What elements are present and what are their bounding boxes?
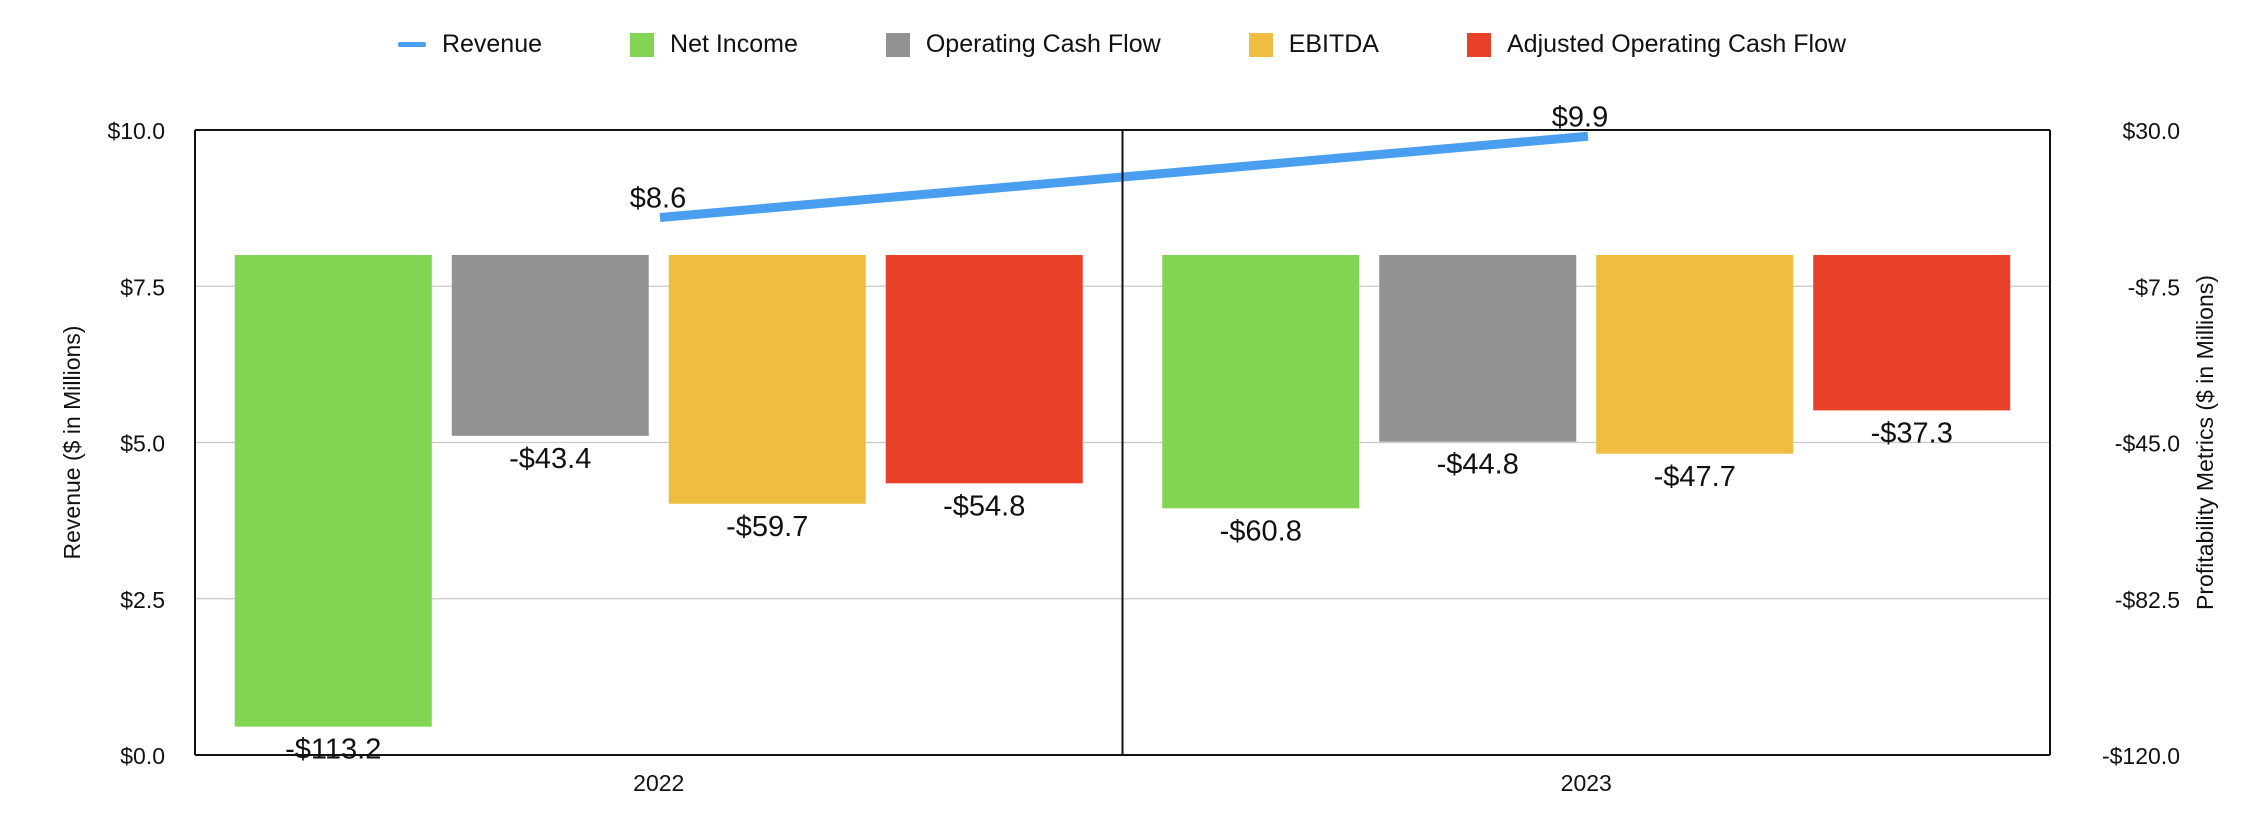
y-right-tick-label: -$45.0 — [2115, 431, 2180, 457]
legend-item-adjusted-operating-cash-flow: Adjusted Operating Cash Flow — [1466, 30, 1847, 59]
bar-net-income — [234, 255, 432, 727]
bar-data-label: -$59.7 — [726, 511, 808, 543]
y-right-tick-label: $30.0 — [2122, 118, 2180, 144]
y-right-tick-label: -$82.5 — [2115, 587, 2180, 613]
bar-data-label: -$54.8 — [943, 490, 1025, 522]
x-tick-label: 2022 — [633, 770, 684, 796]
legend-label: Net Income — [670, 30, 798, 58]
y-left-tick-label: $2.5 — [120, 587, 165, 613]
y-right-tick-label: -$7.5 — [2128, 274, 2180, 300]
revenue-line — [659, 131, 1589, 222]
y-left-tick-label: $10.0 — [107, 118, 165, 144]
y-left-tick-label: $5.0 — [120, 431, 165, 457]
legend-label: Revenue — [441, 30, 543, 58]
y-right-tick-label: -$120.0 — [2102, 743, 2180, 769]
bar-data-label: -$113.2 — [285, 734, 381, 766]
bar-data-label: -$44.8 — [1437, 449, 1519, 481]
legend-label: Adjusted Operating Cash Flow — [1506, 30, 1847, 58]
y-left-tick-label: $7.5 — [120, 274, 165, 300]
line-data-label: $8.6 — [630, 183, 686, 215]
line-data-label: $9.9 — [1552, 101, 1608, 133]
legend-label: EBITDA — [1288, 30, 1379, 58]
y-right-axis-title: Profitability Metrics ($ in Millions) — [2192, 275, 2218, 610]
legend-swatch-icon — [885, 32, 910, 57]
legend-item-ebitda: EBITDA — [1248, 30, 1379, 59]
legend-line-icon — [397, 42, 426, 47]
bar-adjusted-operating-cash-flow — [1813, 255, 2011, 411]
legend-swatch-icon — [630, 32, 655, 57]
legend-item-net-income: Net Income — [630, 30, 798, 59]
bar-ebitda — [1596, 255, 1794, 454]
legend: Revenue Net Income Operating Cash Flow E… — [0, 30, 2244, 59]
y-left-tick-label: $0.0 — [120, 743, 165, 769]
bar-data-label: -$60.8 — [1220, 515, 1302, 547]
legend-item-operating-cash-flow: Operating Cash Flow — [885, 30, 1161, 59]
legend-item-revenue: Revenue — [397, 30, 543, 59]
bar-operating-cash-flow — [1379, 255, 1577, 442]
legend-label: Operating Cash Flow — [925, 30, 1161, 58]
bar-operating-cash-flow — [451, 255, 649, 436]
legend-swatch-icon — [1248, 32, 1273, 57]
bar-ebitda — [668, 255, 866, 504]
bar-adjusted-operating-cash-flow — [885, 255, 1083, 484]
x-tick-label: 2023 — [1561, 770, 1612, 796]
bar-data-label: -$43.4 — [509, 443, 591, 475]
y-left-axis-title: Revenue ($ in Millions) — [59, 326, 85, 560]
bar-data-label: -$37.3 — [1871, 417, 1953, 449]
legend-swatch-icon — [1466, 32, 1491, 57]
bar-net-income — [1162, 255, 1360, 509]
bar-data-label: -$47.7 — [1654, 461, 1736, 493]
